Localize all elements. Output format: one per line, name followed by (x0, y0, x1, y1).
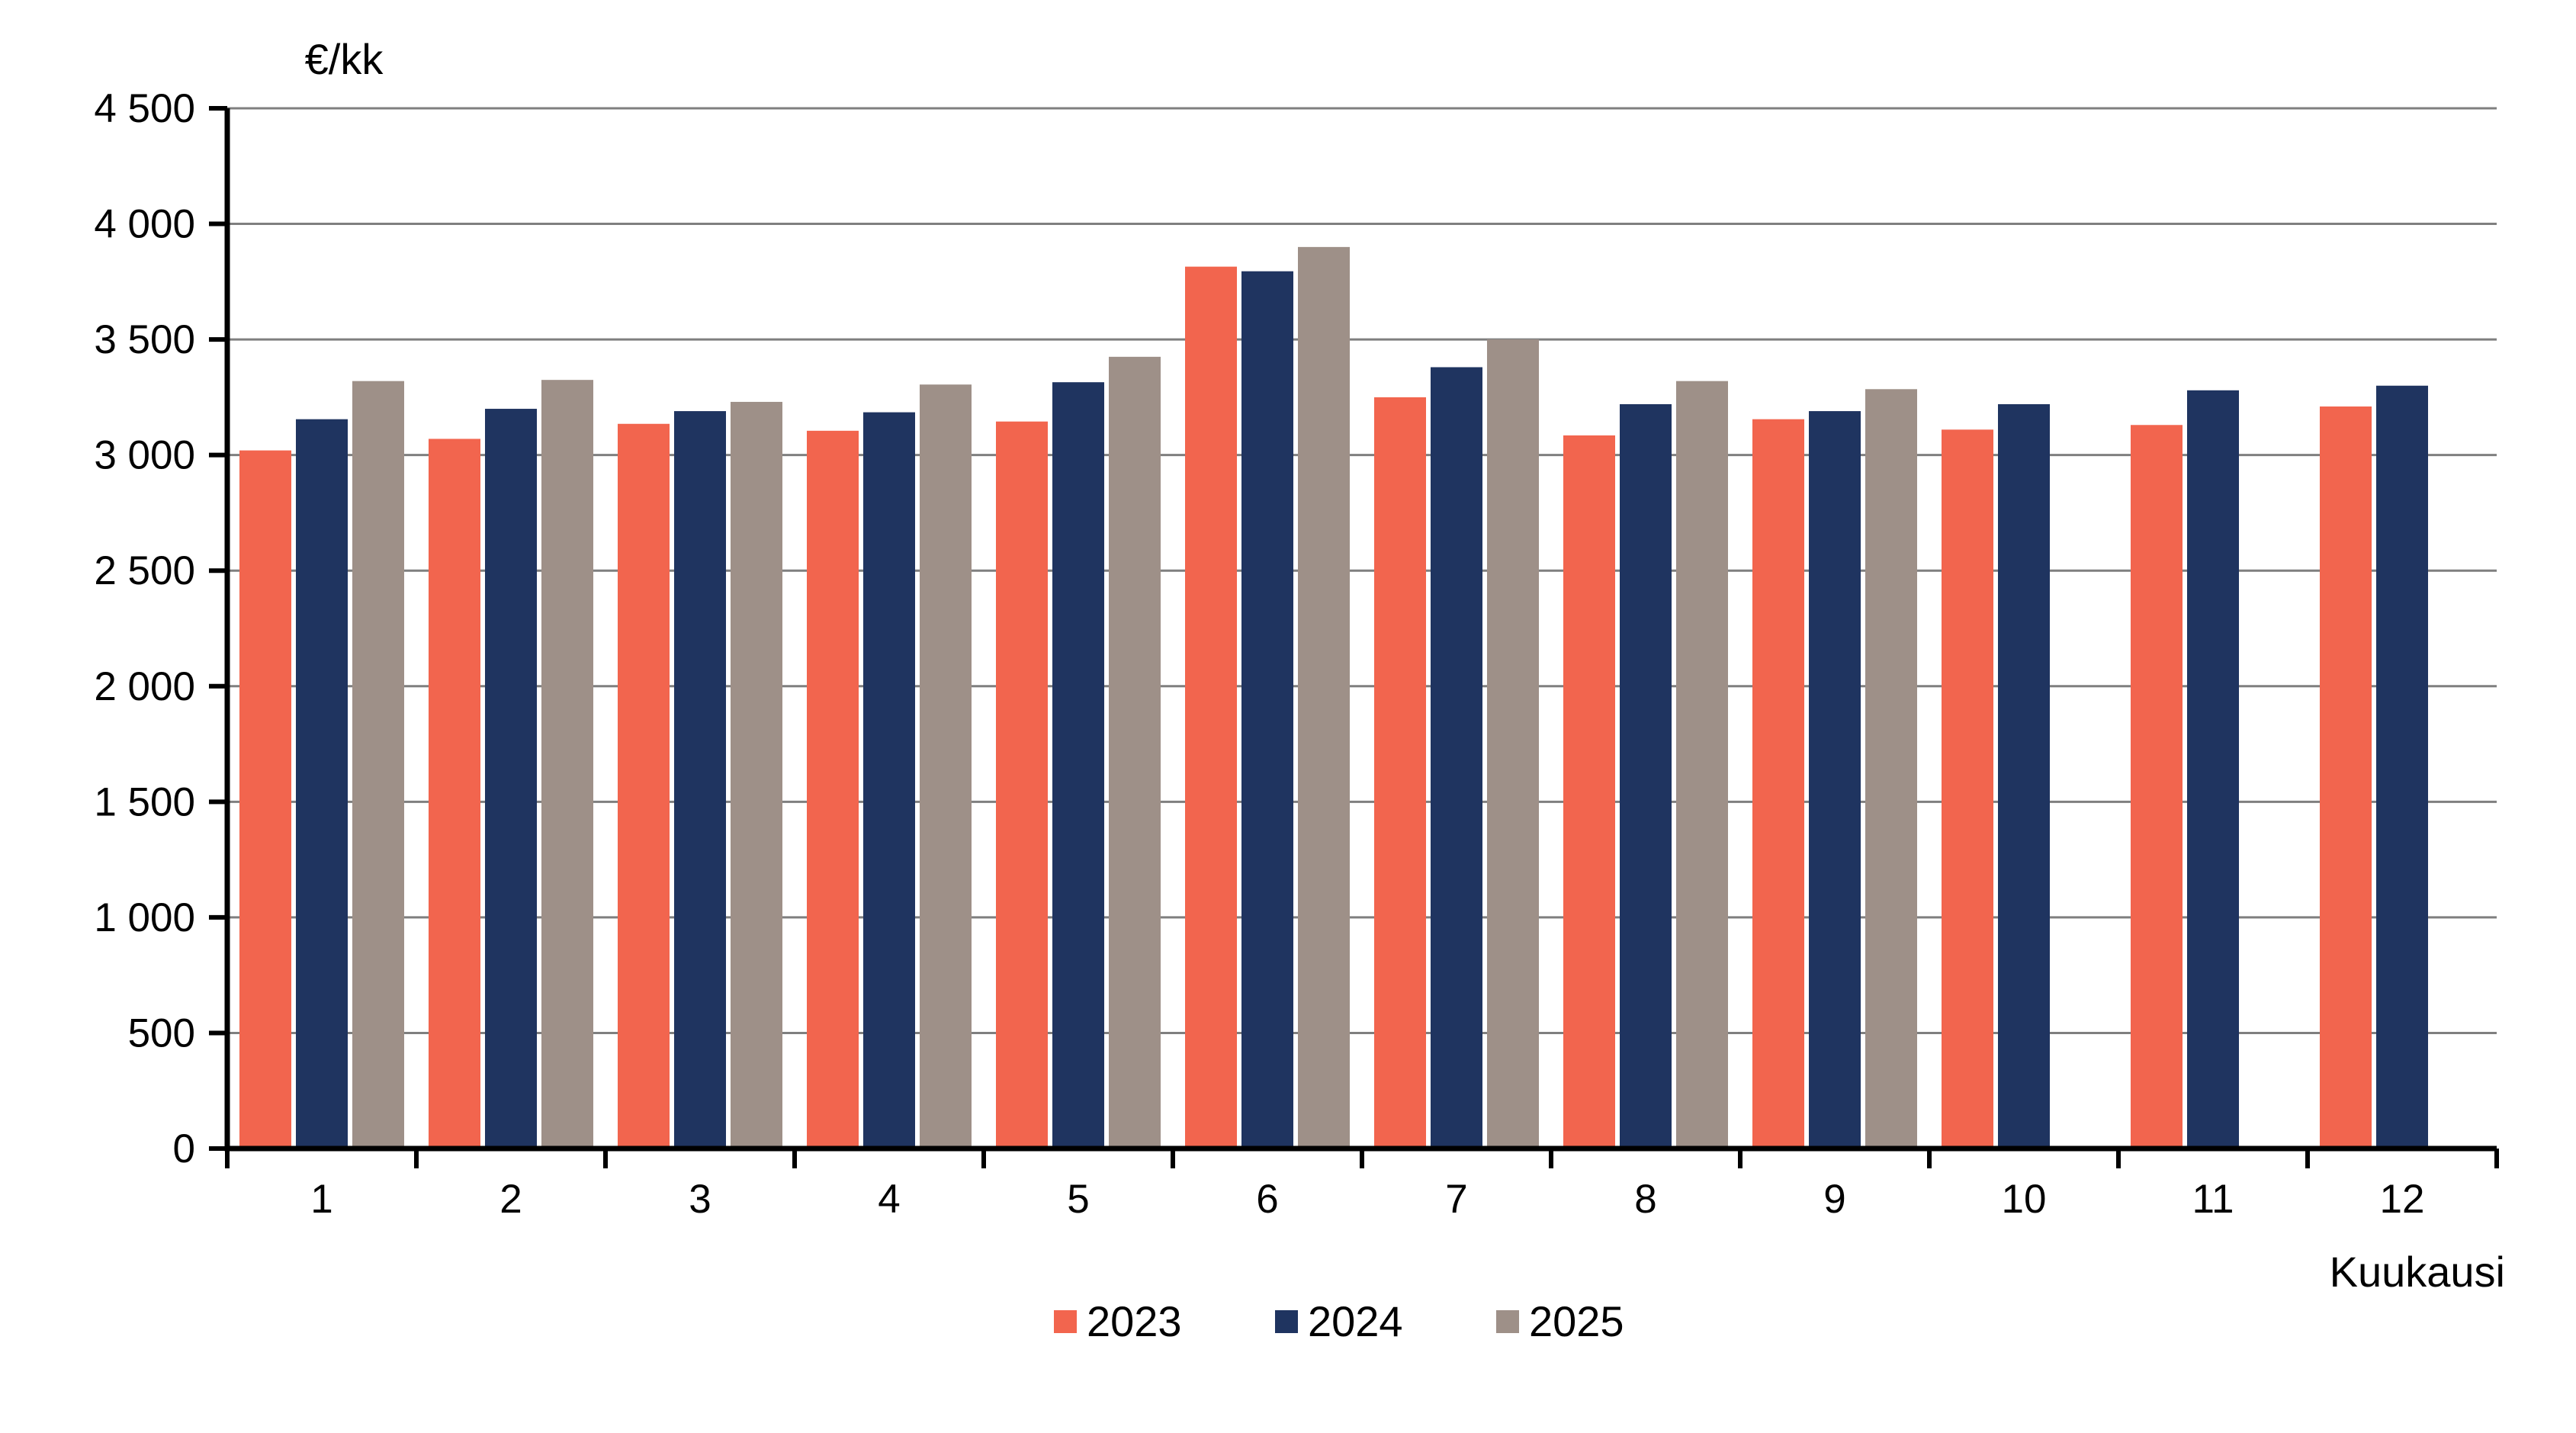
x-tick-label-3: 3 (689, 1177, 711, 1222)
bar-2024-month-11 (2187, 390, 2239, 1149)
bar-2023-month-7 (1374, 397, 1426, 1149)
bar-2025-month-8 (1676, 381, 1728, 1149)
y-tick-labels: 0 500 1 000 1 500 2 000 2 500 3 000 3 500 4 000 4… (94, 86, 195, 1171)
y-axis-unit-label: €/kk (305, 35, 384, 83)
x-tick-label-4: 4 (878, 1177, 900, 1222)
bar-2025-month-5 (1109, 356, 1161, 1149)
x-tick-label-2: 2 (499, 1177, 522, 1222)
bar-2023-month-2 (429, 439, 480, 1149)
bar-2025-month-2 (541, 380, 593, 1149)
y-tick-label-3500: 3 500 (94, 317, 195, 362)
x-tick-label-1: 1 (310, 1177, 332, 1222)
x-tick-label-5: 5 (1067, 1177, 1089, 1222)
gridlines (227, 107, 2497, 1034)
bar-2025-month-1 (352, 381, 404, 1149)
x-tick-label-12: 12 (2380, 1177, 2425, 1222)
x-tick-labels: 1 2 3 4 5 6 7 8 9 10 11 12 (310, 1177, 2424, 1222)
bar-2024-month-6 (1241, 271, 1293, 1149)
bar-2024-month-7 (1431, 367, 1482, 1149)
y-tick-label-500: 500 (128, 1010, 195, 1055)
x-tick-label-7: 7 (1445, 1177, 1467, 1222)
bar-2023-month-3 (618, 423, 670, 1149)
legend: 2023 2024 2025 (1054, 1297, 1624, 1345)
y-tick-label-4500: 4 500 (94, 86, 195, 131)
bar-2024-month-1 (296, 419, 348, 1149)
bar-2025-month-3 (731, 401, 782, 1149)
bar-2023-month-10 (1942, 429, 1993, 1149)
bars (239, 246, 2428, 1149)
y-tick-label-1500: 1 500 (94, 779, 195, 824)
bar-2023-month-1 (239, 450, 291, 1149)
legend-swatch-2023 (1054, 1310, 1077, 1333)
y-tick-label-1000: 1 000 (94, 895, 195, 940)
bar-2024-month-5 (1052, 382, 1104, 1149)
bar-2024-month-2 (485, 409, 537, 1149)
bar-2023-month-4 (807, 430, 859, 1149)
bar-2024-month-10 (1998, 403, 2050, 1149)
x-tick-label-11: 11 (2192, 1177, 2234, 1222)
bar-2024-month-4 (863, 412, 915, 1149)
bar-2024-month-12 (2376, 385, 2428, 1149)
bar-2024-month-8 (1620, 403, 1672, 1149)
x-axis-title: Kuukausi (2330, 1248, 2505, 1296)
bar-2025-month-4 (920, 384, 972, 1149)
bar-2023-month-11 (2131, 425, 2183, 1149)
x-tick-label-9: 9 (1823, 1177, 1845, 1222)
bar-2023-month-8 (1563, 435, 1615, 1149)
legend-label-2023: 2023 (1087, 1297, 1182, 1345)
x-tick-label-10: 10 (2002, 1177, 2047, 1222)
bar-2025-month-9 (1865, 389, 1917, 1149)
bar-2024-month-9 (1809, 411, 1861, 1149)
y-tick-label-0: 0 (173, 1126, 195, 1171)
bar-2023-month-5 (996, 421, 1048, 1149)
bar-2025-month-7 (1487, 339, 1539, 1149)
legend-swatch-2024 (1275, 1310, 1298, 1333)
y-tick-label-2000: 2 000 (94, 664, 195, 709)
bar-2024-month-3 (674, 411, 726, 1149)
bar-2025-month-6 (1298, 246, 1350, 1149)
y-tick-label-4000: 4 000 (94, 202, 195, 247)
bar-2023-month-9 (1752, 419, 1804, 1149)
x-tick-label-8: 8 (1634, 1177, 1656, 1222)
x-tick-label-6: 6 (1256, 1177, 1278, 1222)
legend-label-2024: 2024 (1308, 1297, 1403, 1345)
y-tick-label-3000: 3 000 (94, 433, 195, 478)
legend-label-2025: 2025 (1529, 1297, 1624, 1345)
legend-swatch-2025 (1496, 1310, 1519, 1333)
axes (209, 106, 2499, 1168)
y-tick-label-2500: 2 500 (94, 548, 195, 593)
bar-2023-month-6 (1185, 266, 1237, 1149)
bar-2023-month-12 (2320, 406, 2372, 1149)
